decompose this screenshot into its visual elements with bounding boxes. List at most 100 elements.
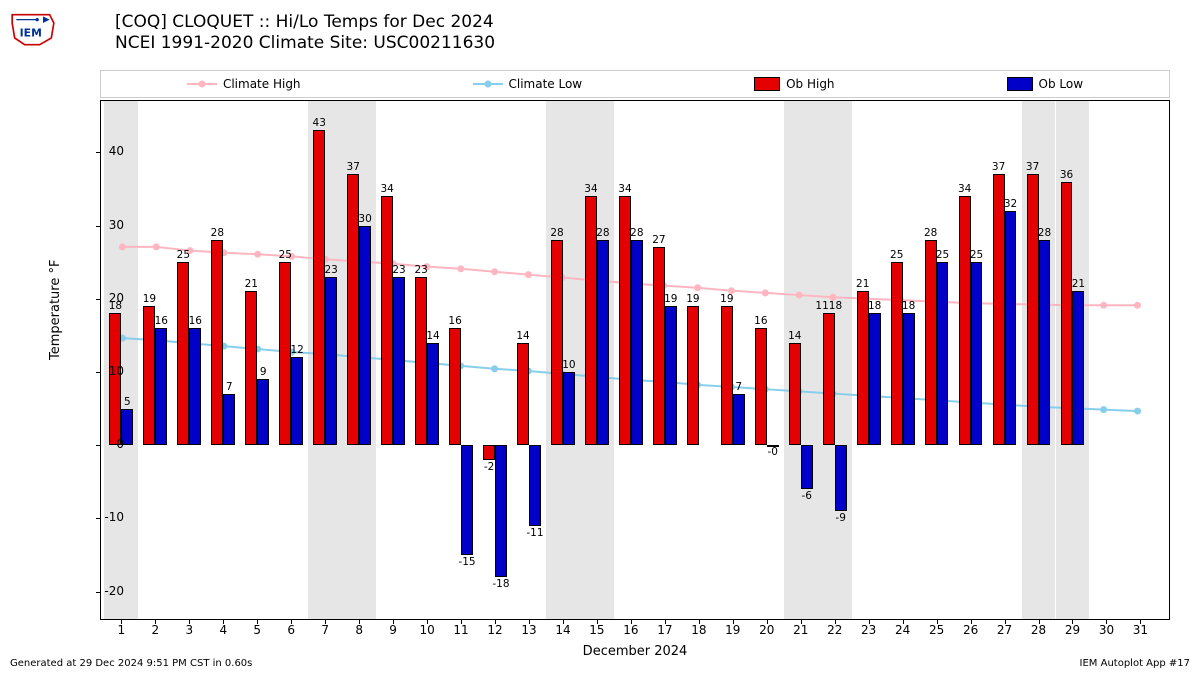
- legend: Climate High Climate Low Ob High Ob Low: [100, 70, 1170, 98]
- bar-label: -0: [767, 446, 777, 458]
- legend-climate-high: Climate High: [187, 77, 301, 91]
- bar-ob-low: [937, 262, 949, 445]
- legend-ob-high: Ob High: [754, 77, 834, 91]
- bar-ob-low: [1005, 211, 1017, 445]
- bar-ob-high: [653, 247, 665, 445]
- bar-ob-low: [563, 372, 575, 445]
- bar-label: 28: [630, 227, 643, 239]
- x-tick-label: 26: [963, 623, 978, 637]
- bar-label: 32: [1004, 198, 1017, 210]
- bar-ob-high: [449, 328, 461, 445]
- bar-label: 16: [448, 315, 461, 327]
- bar-ob-high: [245, 291, 257, 445]
- title-line-2: NCEI 1991-2020 Climate Site: USC00211630: [115, 33, 495, 54]
- bar-label: 18: [868, 300, 881, 312]
- bar-label: 25: [970, 249, 983, 261]
- y-tick-label: 20: [109, 291, 124, 305]
- bar-label: 28: [211, 227, 224, 239]
- bar-label: 21: [856, 278, 869, 290]
- bar-label: 5: [124, 396, 131, 408]
- bar-ob-high: [551, 240, 563, 445]
- bar-ob-high: [891, 262, 903, 445]
- bar-label: 37: [1026, 161, 1039, 173]
- x-tick-label: 9: [389, 623, 397, 637]
- bar-label: 28: [924, 227, 937, 239]
- bar-label: 23: [324, 264, 337, 276]
- x-tick-label: 16: [623, 623, 638, 637]
- bar-ob-high: [1027, 174, 1039, 445]
- x-tick-label: 5: [253, 623, 261, 637]
- bar-label: 1118: [815, 300, 842, 312]
- bar-ob-low: [393, 277, 405, 445]
- title-line-1: [COQ] CLOQUET :: Hi/Lo Temps for Dec 202…: [115, 12, 495, 33]
- bar-ob-high: [211, 240, 223, 445]
- bar-ob-high: [585, 196, 597, 445]
- bar-ob-high: [993, 174, 1005, 445]
- bar-label: 16: [155, 315, 168, 327]
- climate-high-marker: [153, 243, 160, 250]
- bar-ob-high: [143, 306, 155, 445]
- x-tick-label: 27: [997, 623, 1012, 637]
- x-tick-label: 24: [895, 623, 910, 637]
- bar-label: 23: [392, 264, 405, 276]
- bar-label: -2: [484, 461, 494, 473]
- bar-ob-low: [359, 226, 371, 446]
- climate-high-marker: [1134, 302, 1141, 309]
- x-tick-label: 6: [287, 623, 295, 637]
- bar-ob-high: [619, 196, 631, 445]
- y-tick-label: -10: [104, 510, 124, 524]
- bar-ob-high: [313, 130, 325, 445]
- bar-label: 16: [754, 315, 767, 327]
- x-tick-label: 14: [555, 623, 570, 637]
- x-tick-label: 17: [657, 623, 672, 637]
- x-tick-label: 2: [152, 623, 160, 637]
- climate-high-marker: [525, 271, 532, 278]
- bar-ob-low: [631, 240, 643, 445]
- bar-label: 23: [414, 264, 427, 276]
- bar-label: 25: [890, 249, 903, 261]
- bar-ob-low: [835, 445, 847, 511]
- bar-label: -9: [835, 512, 845, 524]
- bar-label: 37: [992, 161, 1005, 173]
- svg-text:IEM: IEM: [20, 26, 42, 39]
- bar-label: 34: [584, 183, 597, 195]
- x-tick-label: 25: [929, 623, 944, 637]
- legend-climate-low: Climate Low: [473, 77, 583, 91]
- bar-label: 34: [380, 183, 393, 195]
- y-tick-label: 30: [109, 218, 124, 232]
- bar-ob-low: [257, 379, 269, 445]
- bar-ob-low: [597, 240, 609, 445]
- bar-label: 34: [958, 183, 971, 195]
- bar-ob-high: [959, 196, 971, 445]
- x-tick-label: 12: [487, 623, 502, 637]
- x-tick-label: 22: [827, 623, 842, 637]
- climate-low-marker: [491, 365, 498, 372]
- bar-ob-high: [279, 262, 291, 445]
- bar-label: 21: [245, 278, 258, 290]
- bar-ob-high: [687, 306, 699, 445]
- x-tick-label: 15: [589, 623, 604, 637]
- bar-label: 19: [664, 293, 677, 305]
- bar-label: -11: [526, 527, 543, 539]
- bar-label: 34: [618, 183, 631, 195]
- bar-label: -15: [458, 556, 475, 568]
- bar-label: 28: [596, 227, 609, 239]
- bar-label: 9: [260, 366, 267, 378]
- bar-ob-high: [1061, 182, 1073, 446]
- bar-label: 28: [550, 227, 563, 239]
- bar-ob-high: [177, 262, 189, 445]
- bar-ob-high: [721, 306, 733, 445]
- iem-logo: IEM: [8, 8, 58, 48]
- x-tick-label: 3: [185, 623, 193, 637]
- bar-ob-low: [291, 357, 303, 445]
- bar-ob-low: [1072, 291, 1084, 445]
- bar-ob-low: [971, 262, 983, 445]
- bar-label: 43: [313, 117, 326, 129]
- bar-ob-low: [223, 394, 235, 445]
- x-tick-label: 28: [1031, 623, 1046, 637]
- bar-ob-high: [755, 328, 767, 445]
- bar-label: 16: [189, 315, 202, 327]
- x-tick-label: 11: [453, 623, 468, 637]
- bar-ob-high: [517, 343, 529, 446]
- bar-ob-high: [347, 174, 359, 445]
